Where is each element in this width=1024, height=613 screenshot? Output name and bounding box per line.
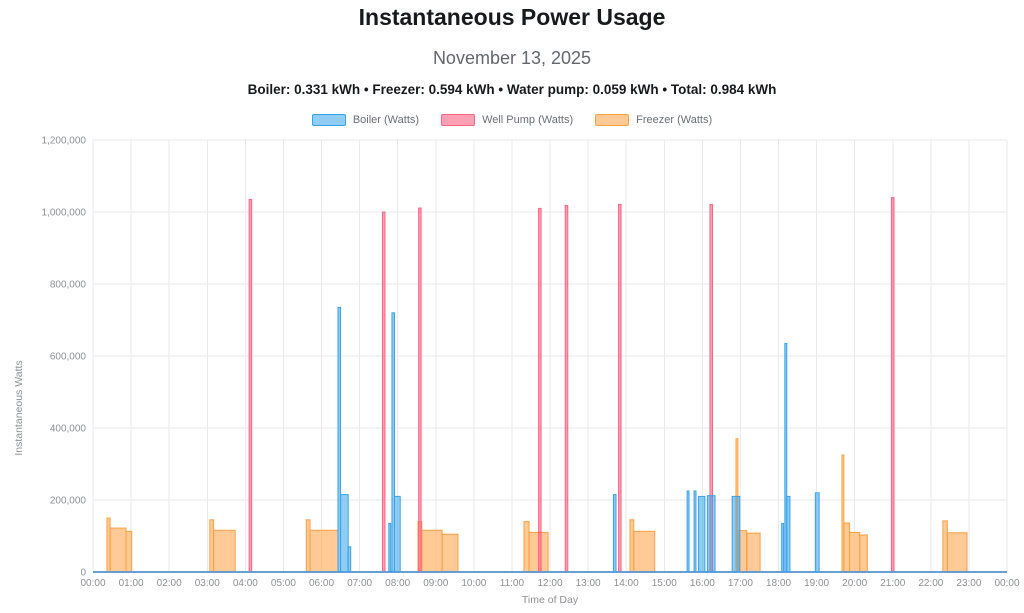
x-tick-label: 01:00 xyxy=(119,578,144,589)
x-tick-label: 00:00 xyxy=(994,578,1019,589)
legend-label: Well Pump (Watts) xyxy=(482,114,574,126)
x-tick-label: 16:00 xyxy=(690,578,715,589)
x-axis-title: Time of Day xyxy=(522,594,579,606)
power-chart: Instantaneous Watts Time of Day 00:00 01:… xyxy=(13,136,1020,606)
legend: Boiler (Watts) Well Pump (Watts) Freezer (… xyxy=(0,112,1024,128)
x-tick-label: 06:00 xyxy=(309,578,334,589)
x-tick-label: 08:00 xyxy=(385,578,410,589)
x-tick-label: 00:00 xyxy=(80,578,105,589)
y-tick-label: 800,000 xyxy=(50,280,87,291)
x-tick-label: 05:00 xyxy=(271,578,296,589)
x-tick-label: 19:00 xyxy=(804,578,829,589)
x-tick-label: 23:00 xyxy=(956,578,981,589)
x-tick-label: 12:00 xyxy=(537,578,562,589)
legend-item-boiler-watts-[interactable]: Boiler (Watts) xyxy=(311,114,420,126)
y-tick-label: 1,200,000 xyxy=(42,136,87,147)
x-tick-label: 10:00 xyxy=(461,578,486,589)
x-tick-label: 09:00 xyxy=(423,578,448,589)
legend-swatch-icon xyxy=(441,114,476,126)
chart-subtitle: November 13, 2025 xyxy=(432,48,592,68)
x-tick-label: 04:00 xyxy=(233,578,258,589)
series-boiler-watts- xyxy=(93,306,1007,573)
energy-summary: Boiler: 0.331 kWh • Freezer: 0.594 kWh •… xyxy=(247,82,777,97)
y-tick-label: 1,000,000 xyxy=(42,208,87,219)
x-tick-label: 21:00 xyxy=(880,578,905,589)
y-tick-label: 200,000 xyxy=(50,496,87,507)
axis-tick-labels: 00:00 01:00 02:00 03:00 04:00 05:00 06:00 07:00… xyxy=(42,136,1020,589)
gridlines xyxy=(92,139,1008,573)
legend-item-well-pump-watts-[interactable]: Well Pump (Watts) xyxy=(441,114,573,126)
x-tick-label: 20:00 xyxy=(842,578,867,589)
legend-label: Freezer (Watts) xyxy=(636,114,713,126)
y-axis-title: Instantaneous Watts xyxy=(13,360,25,455)
y-tick-label: 600,000 xyxy=(50,352,87,363)
x-tick-label: 18:00 xyxy=(766,578,791,589)
chart-header: Instantaneous Power Usage November 13, 2… xyxy=(0,0,1024,99)
x-tick-label: 22:00 xyxy=(918,578,943,589)
x-tick-label: 03:00 xyxy=(195,578,220,589)
legend-label: Boiler (Watts) xyxy=(352,114,420,126)
x-tick-label: 14:00 xyxy=(614,578,639,589)
legend-swatch-icon xyxy=(311,114,346,126)
x-tick-label: 11:00 xyxy=(500,578,525,589)
series-areas xyxy=(93,197,1007,573)
y-tick-label: 400,000 xyxy=(50,424,87,435)
legend-swatch-icon xyxy=(595,114,630,126)
x-tick-label: 13:00 xyxy=(576,578,601,589)
x-tick-label: 02:00 xyxy=(157,578,182,589)
y-tick-label: 0 xyxy=(80,568,86,579)
x-tick-label: 07:00 xyxy=(347,578,372,589)
x-tick-label: 15:00 xyxy=(652,578,677,589)
legend-item-freezer-watts-[interactable]: Freezer (Watts) xyxy=(595,114,712,126)
x-tick-label: 17:00 xyxy=(728,578,753,589)
page-title: Instantaneous Power Usage xyxy=(358,4,666,30)
